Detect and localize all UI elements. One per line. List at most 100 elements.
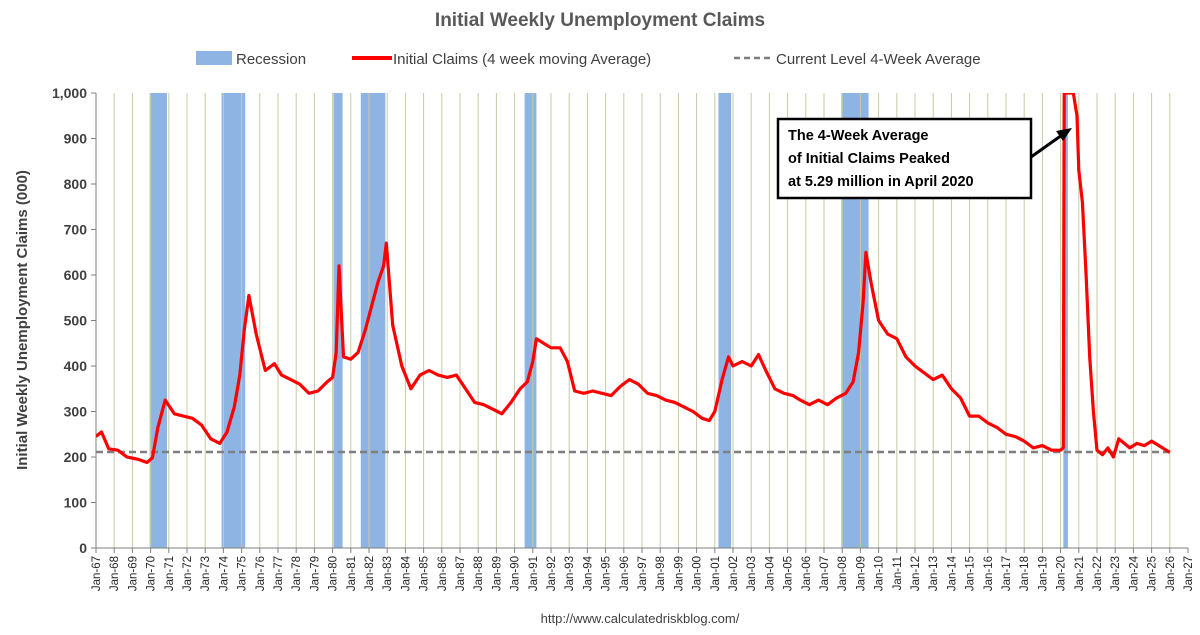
x-tick-label: Jan-80	[328, 556, 340, 591]
x-tick-label: Jan-02	[728, 556, 740, 591]
x-tick-label: Jan-88	[473, 556, 485, 591]
x-tick-label: Jan-90	[510, 556, 522, 591]
annotation-line-1: The 4-Week Average	[788, 128, 929, 144]
legend: Recession Initial Claims (4 week moving …	[196, 51, 981, 68]
y-axis-ticks: 0 100 200 300 400 500 600 700 800 900 1,000	[52, 85, 96, 556]
x-tick-label: Jan-19	[1037, 556, 1049, 591]
vertical-gridlines	[113, 93, 1171, 548]
x-tick-label: Jan-11	[892, 556, 904, 590]
x-tick-label: Jan-89	[491, 556, 503, 591]
x-tick-label: Jan-22	[1092, 556, 1104, 591]
x-tick-label: Jan-85	[419, 556, 431, 591]
y-tick-label: 0	[79, 540, 87, 556]
x-tick-label: Jan-95	[601, 556, 613, 591]
x-tick-label: Jan-87	[455, 556, 467, 591]
recession-band	[221, 93, 246, 548]
x-tick-label: Jan-86	[437, 556, 449, 591]
x-tick-label: Jan-74	[218, 555, 230, 591]
x-tick-label: Jan-17	[1001, 556, 1013, 591]
x-tick-label: Jan-99	[673, 556, 685, 591]
x-tick-label: Jan-98	[655, 556, 667, 591]
annotation-box	[776, 117, 1033, 200]
annotation: The 4-Week Average of Initial Claims Pea…	[776, 117, 1072, 200]
recession-band	[524, 93, 537, 548]
x-tick-label: Jan-71	[164, 556, 176, 591]
legend-swatch-recession	[196, 51, 232, 65]
x-tick-label: Jan-70	[146, 556, 158, 591]
legend-label-recession: Recession	[236, 51, 306, 68]
x-tick-label: Jan-21	[1074, 556, 1086, 591]
x-tick-label: Jan-81	[346, 556, 358, 591]
recession-band	[149, 93, 167, 548]
y-tick-label: 1,000	[52, 85, 87, 101]
x-tick-label: Jan-09	[855, 556, 867, 591]
annotation-line-2: of Initial Claims Peaked	[788, 151, 950, 167]
legend-label-current-level: Current Level 4-Week Average	[776, 51, 981, 68]
x-tick-label: Jan-13	[928, 556, 940, 591]
x-tick-label: Jan-18	[1019, 556, 1031, 591]
y-tick-label: 500	[64, 313, 88, 329]
x-tick-label: Jan-25	[1147, 556, 1159, 591]
recession-band	[360, 93, 386, 548]
x-tick-label: Jan-24	[1128, 555, 1140, 591]
x-tick-label: Jan-77	[273, 556, 285, 591]
x-tick-label: Jan-78	[291, 556, 303, 591]
x-tick-label: Jan-94	[582, 555, 594, 591]
x-tick-label: Jan-68	[109, 556, 121, 591]
x-tick-label: Jan-07	[819, 556, 831, 591]
x-tick-label: Jan-97	[637, 556, 649, 591]
x-tick-label: Jan-75	[237, 556, 249, 591]
x-tick-label: Jan-03	[746, 556, 758, 591]
x-axis-ticks: Jan-67 Jan-68 Jan-69 Jan-70 Jan-71 Jan-72 Jan-…	[91, 548, 1195, 591]
x-tick-label: Jan-12	[910, 556, 922, 591]
y-tick-label: 300	[64, 404, 88, 420]
x-tick-label: Jan-10	[874, 556, 886, 591]
x-tick-label: Jan-91	[528, 556, 540, 591]
series-line-initial-claims	[96, 93, 1171, 465]
x-tick-label: Jan-16	[983, 556, 995, 591]
x-tick-label: Jan-26	[1165, 556, 1177, 591]
x-tick-label: Jan-08	[837, 556, 849, 591]
chart-title: Initial Weekly Unemployment Claims	[435, 10, 765, 31]
x-tick-label: Jan-23	[1110, 556, 1122, 591]
x-tick-label: Jan-14	[946, 555, 958, 591]
x-tick-label: Jan-76	[255, 556, 267, 591]
legend-label-initial-claims: Initial Claims (4 week moving Average)	[393, 51, 651, 68]
y-tick-label: 200	[64, 449, 88, 465]
recession-band	[1063, 93, 1068, 548]
x-tick-label: Jan-93	[564, 556, 576, 591]
x-tick-label: Jan-69	[127, 556, 139, 591]
x-tick-label: Jan-05	[783, 556, 795, 591]
y-tick-label: 400	[64, 358, 88, 374]
x-tick-label: Jan-00	[692, 556, 704, 591]
x-tick-label: Jan-92	[546, 556, 558, 591]
series-layer	[96, 93, 1171, 465]
annotation-arrow-line	[1030, 133, 1063, 159]
x-tick-label: Jan-82	[364, 556, 376, 591]
recession-band	[718, 93, 732, 548]
x-tick-label: Jan-67	[91, 556, 103, 591]
x-tick-label: Jan-72	[182, 556, 194, 591]
y-tick-label: 800	[64, 176, 88, 192]
y-tick-label: 600	[64, 267, 88, 283]
x-tick-label: Jan-15	[965, 556, 977, 591]
x-tick-label: Jan-73	[200, 556, 212, 591]
x-tick-label: Jan-04	[764, 555, 776, 591]
x-tick-label: Jan-06	[801, 556, 813, 591]
source-url: http://www.calculatedriskblog.com/	[541, 611, 740, 626]
annotation-line-3: at 5.29 million in April 2020	[788, 174, 974, 190]
annotation-arrow-head	[1056, 128, 1072, 141]
x-tick-label: Jan-27	[1183, 556, 1195, 591]
x-tick-label: Jan-20	[1056, 556, 1068, 591]
x-tick-label: Jan-79	[309, 556, 321, 591]
x-tick-label: Jan-96	[619, 556, 631, 591]
y-tick-label: 900	[64, 131, 88, 147]
y-tick-label: 100	[64, 495, 88, 511]
x-tick-label: Jan-83	[382, 556, 394, 591]
x-tick-label: Jan-84	[400, 555, 412, 591]
x-tick-label: Jan-01	[710, 556, 722, 591]
y-axis-label: Initial Weekly Unemployment Claims (000)	[14, 170, 31, 470]
y-tick-label: 700	[64, 222, 88, 238]
